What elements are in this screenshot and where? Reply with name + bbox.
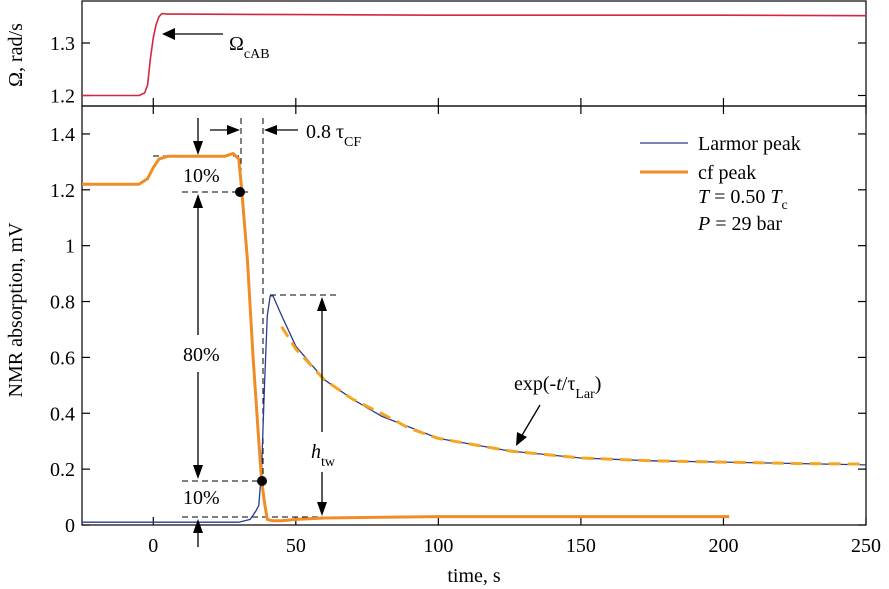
bottom-x-ticks: 0 50 100 150 200 250 <box>148 98 881 557</box>
exp-fit-dashed-line <box>280 325 867 466</box>
bottom-10-percent-label: 10% <box>183 487 220 509</box>
htw-arrow-upper-head <box>317 297 327 311</box>
bottom-y-tick-label: 0 <box>65 515 75 537</box>
top-y-tick-label: 1.3 <box>50 33 75 55</box>
exp-fit-label: exp(-t/τLar) <box>514 373 601 402</box>
eighty-arrow-upper-head <box>193 194 203 208</box>
tau-cf-label: 0.8 τCF <box>306 121 361 150</box>
top-10-percent-label: 10% <box>183 165 220 187</box>
bottom-y-tick-label: 0.2 <box>50 459 75 481</box>
ten-percent-marker <box>257 476 267 486</box>
top-y-ticks: 1.2 1.3 <box>50 33 866 108</box>
exp-arrow-head <box>516 432 527 446</box>
htw-arrow-lower-head <box>317 502 327 516</box>
tau-arrow-left-head <box>227 125 240 135</box>
top-panel: 1.2 1.3 Ω, rad/s ΩcAB <box>5 0 867 108</box>
bottom-panel: 0 0.2 0.4 0.6 0.8 1 1.2 1.4 0 50 100 150 200 250 NMR… <box>5 98 881 587</box>
bottom-y-tick-label: 0.6 <box>50 347 75 369</box>
x-tick-label: 0 <box>148 535 158 557</box>
bottom-plot-frame <box>81 105 867 526</box>
legend-temperature-note: T = 0.50 Tc <box>698 186 788 213</box>
x-axis-label: time, s <box>447 565 501 587</box>
top-y-axis-label: Ω, rad/s <box>5 23 27 87</box>
legend-label-larmor: Larmor peak <box>698 133 801 155</box>
x-tick-label: 150 <box>566 535 596 557</box>
exp-arrow-line <box>520 404 541 438</box>
legend: Larmor peak cf peak T = 0.50 Tc P = 29 b… <box>640 133 801 235</box>
omega-series-line <box>82 12 867 97</box>
bottom-y-tick-label: 1.4 <box>50 124 75 146</box>
bottom-series-group <box>82 152 867 523</box>
bottom-y-ticks: 0 0.2 0.4 0.6 0.8 1 1.2 1.4 <box>50 124 866 537</box>
legend-pressure-note: P = 29 bar <box>697 213 782 235</box>
x-tick-label: 100 <box>423 535 453 557</box>
eighty-arrow-lower-head <box>193 465 203 479</box>
htw-label: htw <box>311 441 336 470</box>
top-y-tick-label: 1.2 <box>50 86 75 108</box>
annotation-arrows <box>193 118 541 547</box>
top-series-group <box>82 12 867 97</box>
x-tick-label: 250 <box>851 535 881 557</box>
eighty-percent-label: 80% <box>183 344 220 366</box>
bottom-y-axis-label: NMR absorption, mV <box>5 222 27 398</box>
bottom-y-tick-label: 0.4 <box>50 403 75 425</box>
legend-label-cf: cf peak <box>698 162 756 184</box>
cf-peak-line <box>82 152 730 523</box>
bottom-y-tick-label: 1.2 <box>50 180 75 202</box>
bottom-y-tick-label: 1 <box>65 236 75 258</box>
top-10-arrow-upper-head <box>193 141 203 155</box>
x-tick-label: 200 <box>708 535 738 557</box>
bottom-10-arrow-head <box>193 519 203 533</box>
x-tick-label: 50 <box>286 535 306 557</box>
omega-annotation-arrowhead <box>162 28 175 40</box>
tau-arrow-right-head <box>264 125 277 135</box>
bottom-y-tick-label: 0.8 <box>50 292 75 314</box>
top-plot-frame <box>81 0 867 107</box>
omega-annotation-label: ΩcAB <box>229 33 270 62</box>
ninety-percent-marker <box>235 187 245 197</box>
